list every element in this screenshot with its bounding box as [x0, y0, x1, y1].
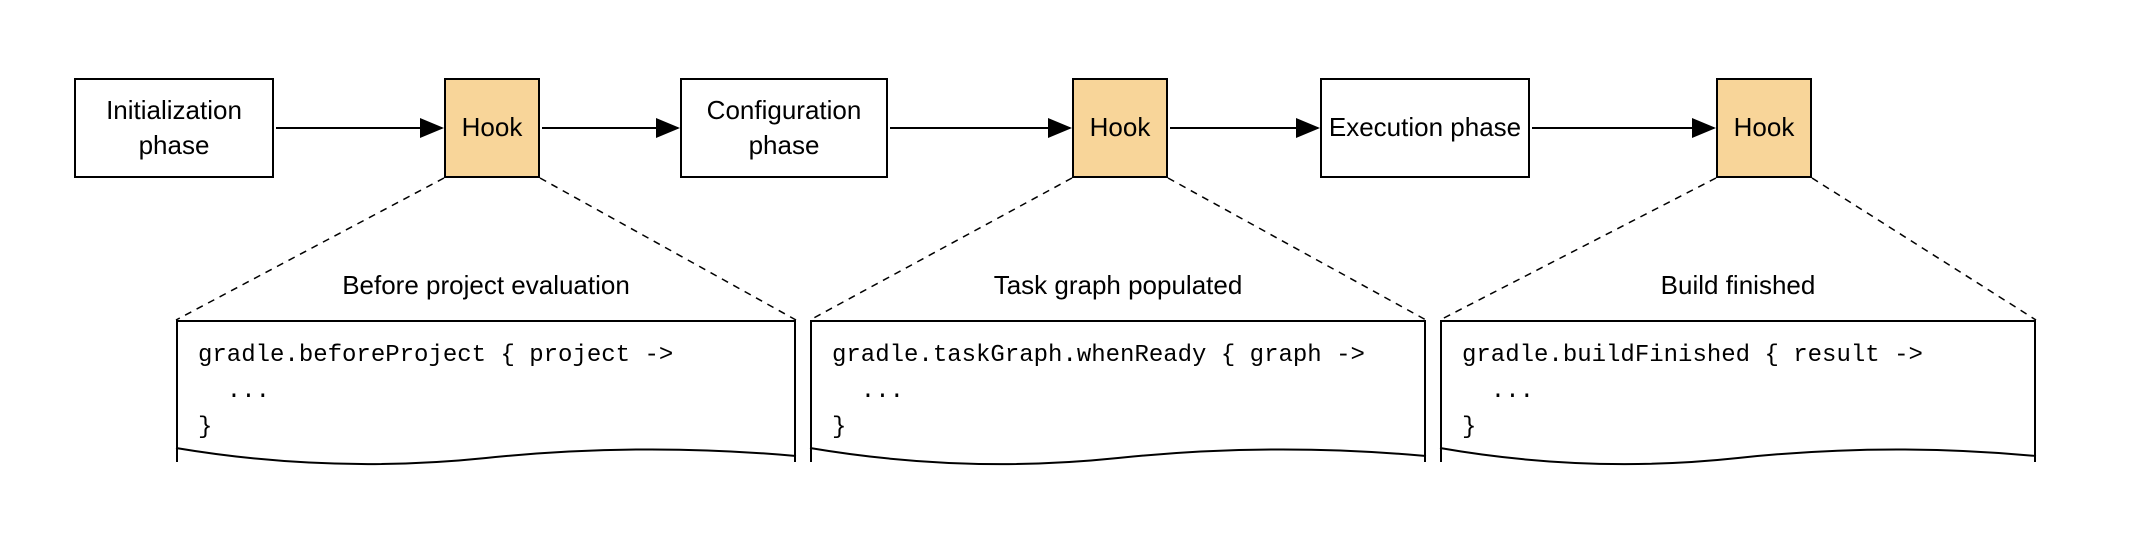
hook-node: Hook	[444, 78, 540, 178]
code-snippet: gradle.beforeProject { project -> ... }	[176, 320, 796, 462]
phase-node: Configurationphase	[680, 78, 888, 178]
hook-node: Hook	[1716, 78, 1812, 178]
lifecycle-diagram: Initializationphase Hook Configurationphas…	[0, 0, 2156, 536]
code-snippet: gradle.buildFinished { result -> ... }	[1440, 320, 2036, 462]
callout-title: Task graph populated	[810, 270, 1426, 301]
phase-node: Initializationphase	[74, 78, 274, 178]
callout-title: Before project evaluation	[176, 270, 796, 301]
code-snippet: gradle.taskGraph.whenReady { graph -> ..…	[810, 320, 1426, 462]
hook-node: Hook	[1072, 78, 1168, 178]
phase-node: Execution phase	[1320, 78, 1530, 178]
callout-title: Build finished	[1440, 270, 2036, 301]
